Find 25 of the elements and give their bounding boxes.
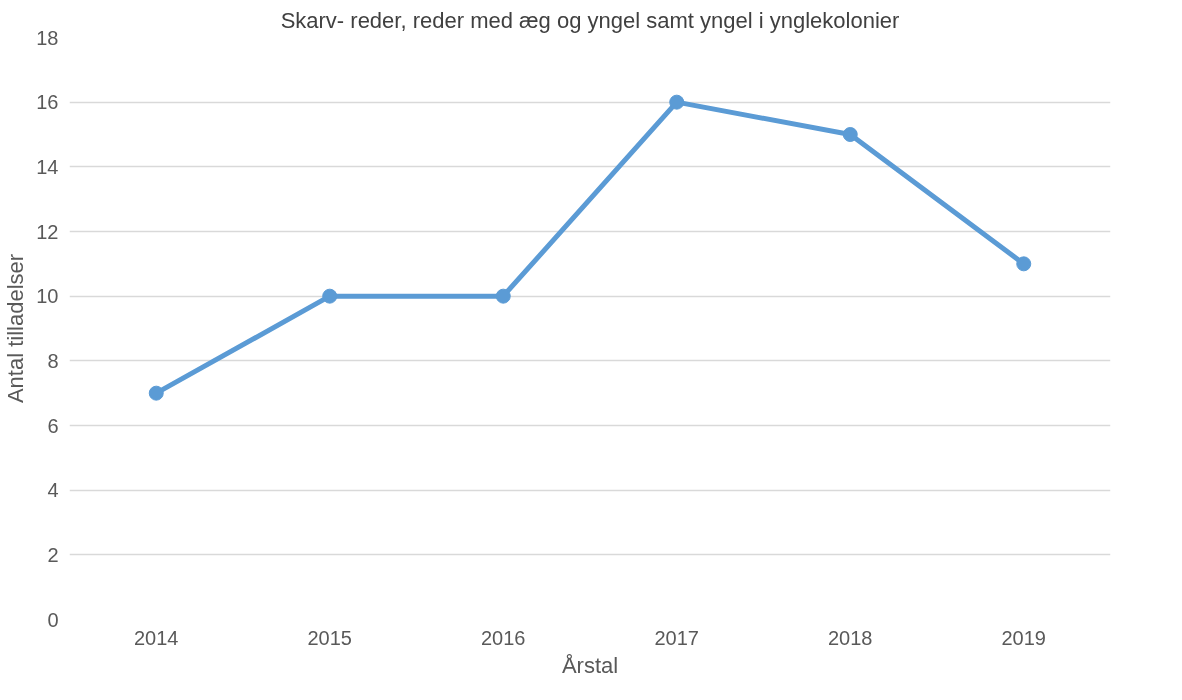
y-tick-label: 4 <box>47 479 59 502</box>
y-tick-label: 8 <box>47 349 59 372</box>
y-tick-label: 2 <box>47 543 59 566</box>
point <box>495 288 511 304</box>
x-tick-label: 2016 <box>481 626 526 649</box>
x-axis-title: Årstal <box>561 652 619 678</box>
point <box>669 94 685 110</box>
point <box>322 288 338 304</box>
y-tick-label: 12 <box>36 220 59 243</box>
y-tick-label: 10 <box>36 285 59 308</box>
x-tick-label: 2019 <box>1001 626 1046 649</box>
y-tick-label: 16 <box>36 91 59 114</box>
x-tick-label: 2018 <box>828 626 873 649</box>
y-tick-label: 0 <box>47 608 59 631</box>
y-tick-label: 6 <box>47 414 59 437</box>
x-tick-label: 2015 <box>307 626 352 649</box>
point <box>148 385 164 401</box>
y-tick-label: 14 <box>36 155 59 178</box>
chart-title: Skarv- reder, reder med æg og yngel samt yngel i ynglekolonier <box>280 7 900 33</box>
y-tick-label: 18 <box>36 26 59 49</box>
point <box>842 127 858 142</box>
point <box>1016 256 1032 272</box>
x-tick-label: 2014 <box>134 626 179 649</box>
y-axis-title: Antal tilladelser <box>3 253 29 404</box>
x-tick-label: 2017 <box>654 626 699 649</box>
